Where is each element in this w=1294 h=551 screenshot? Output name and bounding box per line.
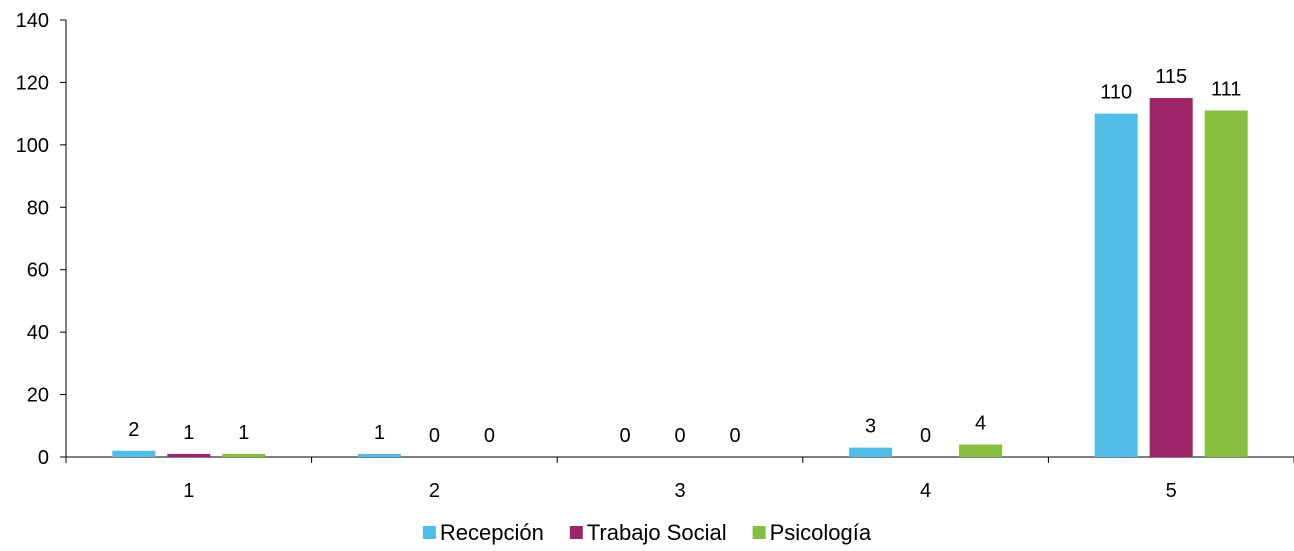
legend-label: Recepción	[440, 520, 544, 545]
data-label: 1	[238, 422, 249, 444]
data-label: 1	[183, 422, 194, 444]
y-tick-label: 60	[27, 260, 49, 282]
x-tick-label: 2	[429, 480, 440, 502]
legend-swatch	[569, 526, 583, 539]
y-tick-label: 100	[16, 135, 49, 157]
x-tick-label: 3	[674, 480, 685, 502]
y-tick-label: 20	[27, 385, 49, 407]
y-tick-label: 40	[27, 322, 49, 344]
data-label: 0	[484, 425, 495, 447]
data-labels: 2 1 0 3 110 1 0 0 0 115 1 0 0 4 111	[128, 66, 1241, 447]
x-tick-label: 4	[920, 480, 931, 502]
bar	[357, 453, 401, 457]
bar	[959, 444, 1003, 457]
x-axis: 1 2 3 4 5	[65, 456, 1294, 502]
bar	[167, 453, 211, 457]
legend-label: Psicología	[770, 520, 872, 545]
bars	[112, 98, 1248, 458]
y-tick-label: 80	[27, 197, 49, 219]
y-tick-label: 140	[16, 10, 49, 32]
legend-swatch	[752, 526, 766, 539]
data-label: 1	[374, 422, 385, 444]
data-label: 0	[429, 425, 440, 447]
data-label: 3	[865, 416, 876, 438]
data-label: 4	[975, 413, 986, 435]
data-label: 111	[1211, 79, 1241, 101]
data-label: 0	[619, 425, 630, 447]
data-label: 0	[920, 425, 931, 447]
legend: Recepción Trabajo Social Psicología	[422, 520, 872, 545]
x-tick-label: 1	[183, 480, 194, 502]
y-tick-label: 120	[16, 72, 49, 94]
data-label: 110	[1100, 82, 1132, 104]
data-label: 0	[674, 425, 685, 447]
y-tick-label: 0	[38, 447, 49, 469]
legend-swatch	[422, 526, 436, 539]
bar	[1149, 98, 1193, 458]
x-tick-label: 5	[1166, 480, 1177, 502]
legend-label: Trabajo Social	[587, 520, 727, 545]
data-label: 115	[1155, 66, 1187, 88]
bar	[849, 447, 893, 457]
bar	[112, 450, 156, 457]
bar	[1204, 110, 1248, 458]
data-label: 0	[729, 425, 740, 447]
data-label: 2	[128, 419, 139, 441]
bar	[1094, 113, 1138, 458]
y-axis: 0 20 40 60 80 100 120 140	[16, 10, 67, 469]
bar	[222, 453, 266, 457]
